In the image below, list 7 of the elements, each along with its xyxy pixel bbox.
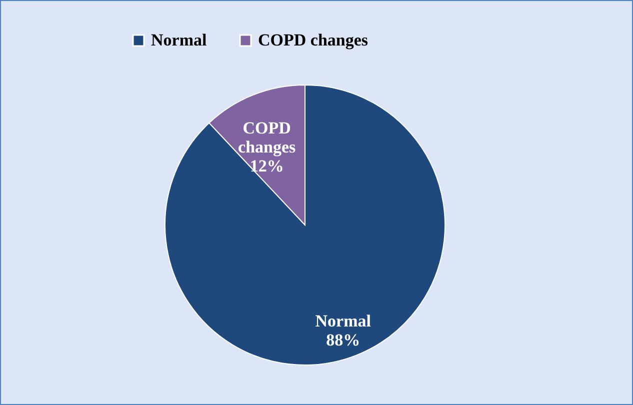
slice-label: COPD changes	[238, 118, 296, 157]
data-label: 12%	[250, 156, 284, 176]
legend-label: COPD changes	[258, 30, 368, 50]
legend-label: Normal	[151, 30, 207, 50]
pie-slice	[164, 84, 446, 366]
slice-label: Normal	[315, 311, 372, 330]
data-label: 88%	[326, 330, 360, 350]
